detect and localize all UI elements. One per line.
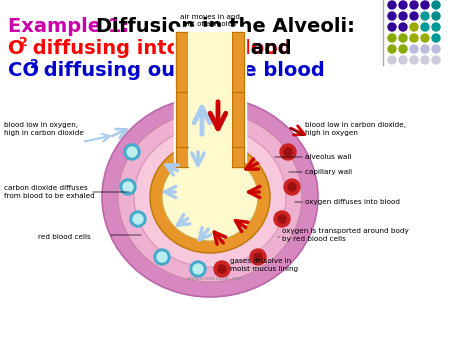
Text: 2: 2 [30, 58, 39, 71]
Circle shape [250, 249, 266, 265]
Text: and: and [244, 39, 292, 58]
Circle shape [432, 1, 440, 9]
Circle shape [388, 34, 396, 42]
Bar [174, 87, 246, 147]
Circle shape [410, 45, 418, 53]
Ellipse shape [118, 112, 302, 282]
Circle shape [154, 249, 170, 265]
Text: Example 1:: Example 1: [8, 17, 129, 36]
Circle shape [120, 179, 136, 195]
Circle shape [399, 56, 407, 64]
Ellipse shape [162, 153, 258, 241]
Text: O: O [8, 39, 25, 58]
Bar [176, 92, 188, 147]
Circle shape [284, 179, 300, 195]
Circle shape [127, 147, 137, 157]
Text: diffusing into the blood: diffusing into the blood [26, 39, 292, 58]
Circle shape [421, 56, 429, 64]
Circle shape [399, 23, 407, 31]
Circle shape [421, 34, 429, 42]
Circle shape [278, 215, 286, 223]
Text: blood low in oxygen,
high in carbon dioxide: blood low in oxygen, high in carbon diox… [4, 122, 84, 136]
Circle shape [421, 23, 429, 31]
Circle shape [254, 253, 262, 261]
Circle shape [388, 12, 396, 20]
Circle shape [432, 12, 440, 20]
Circle shape [432, 34, 440, 42]
Circle shape [410, 12, 418, 20]
Circle shape [399, 12, 407, 20]
Circle shape [284, 148, 292, 156]
Text: alveolus wall: alveolus wall [305, 154, 351, 160]
Ellipse shape [134, 127, 286, 267]
Text: blood low in carbon dioxide,
high in oxygen: blood low in carbon dioxide, high in oxy… [305, 122, 406, 136]
Circle shape [399, 45, 407, 53]
Circle shape [388, 1, 396, 9]
Circle shape [432, 45, 440, 53]
Circle shape [130, 211, 146, 227]
Circle shape [399, 1, 407, 9]
Circle shape [399, 34, 407, 42]
Circle shape [388, 56, 396, 64]
Circle shape [288, 183, 296, 191]
Bar [232, 92, 244, 147]
Circle shape [133, 214, 143, 224]
Bar [188, 32, 232, 167]
Circle shape [410, 34, 418, 42]
Circle shape [388, 45, 396, 53]
Text: red blood cells: red blood cells [38, 234, 91, 240]
Circle shape [432, 56, 440, 64]
Circle shape [274, 211, 290, 227]
Circle shape [214, 261, 230, 277]
Text: 2: 2 [19, 36, 28, 49]
Circle shape [410, 56, 418, 64]
Bar [188, 92, 232, 147]
Text: Diffusion in the Alveoli:: Diffusion in the Alveoli: [96, 17, 355, 36]
Text: oxygen diffuses into blood: oxygen diffuses into blood [305, 199, 400, 205]
Text: gases dissolve in
moist mucus lining: gases dissolve in moist mucus lining [230, 258, 298, 272]
Text: oxygen is transported around body
by red blood cells: oxygen is transported around body by red… [282, 229, 409, 241]
Circle shape [410, 1, 418, 9]
Circle shape [421, 1, 429, 9]
Text: CO: CO [8, 61, 39, 80]
Text: carbon dioxide diffuses
from blood to be exhaled: carbon dioxide diffuses from blood to be… [4, 186, 95, 198]
Circle shape [123, 182, 133, 192]
Circle shape [432, 23, 440, 31]
Ellipse shape [150, 141, 270, 253]
Circle shape [410, 23, 418, 31]
Circle shape [190, 261, 206, 277]
Circle shape [124, 144, 140, 160]
Text: diffusing out of the blood: diffusing out of the blood [37, 61, 325, 80]
Text: capillary wall: capillary wall [305, 169, 352, 175]
Circle shape [218, 265, 226, 273]
Text: air moves in and
out of alveolus: air moves in and out of alveolus [180, 14, 240, 27]
Circle shape [157, 252, 167, 262]
Ellipse shape [102, 97, 318, 297]
Circle shape [421, 12, 429, 20]
Bar [232, 32, 244, 167]
Circle shape [421, 45, 429, 53]
Bar [176, 32, 188, 167]
Circle shape [193, 264, 203, 274]
Circle shape [388, 23, 396, 31]
Circle shape [280, 144, 296, 160]
Text: www.s-cool.co.uk .com: www.s-cool.co.uk .com [187, 277, 243, 282]
